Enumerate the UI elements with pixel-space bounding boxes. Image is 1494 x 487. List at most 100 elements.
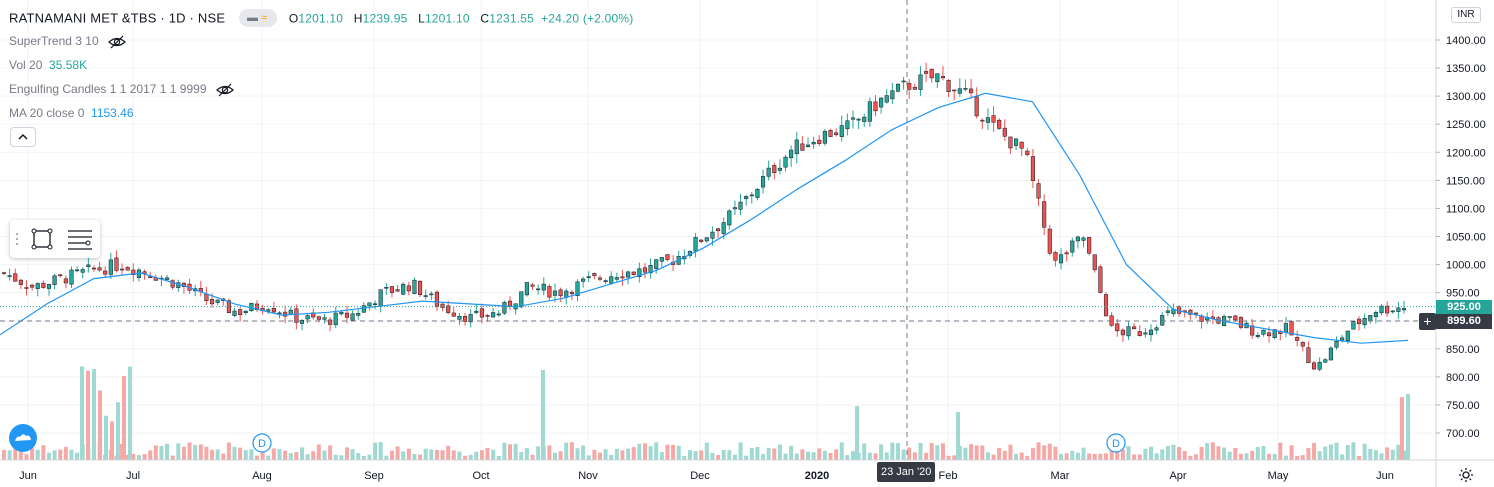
volume-bar	[744, 455, 749, 460]
candle-body	[103, 270, 108, 275]
volume-bar	[159, 445, 164, 460]
candle-body	[699, 239, 704, 242]
volume-bar	[1092, 453, 1097, 460]
time-tick-label: Aug	[252, 470, 272, 482]
volume-bar	[1233, 447, 1238, 460]
volume-bar	[901, 449, 906, 460]
volume-bar	[52, 450, 57, 460]
indicator-volume[interactable]: Vol 20 35.58K	[9, 58, 88, 72]
candle-body	[429, 293, 434, 296]
eye-off-icon[interactable]	[108, 35, 126, 49]
price-tick-label: 800.00	[1446, 372, 1480, 384]
volume-bar	[479, 450, 484, 460]
candle-body	[744, 196, 749, 200]
volume-bar	[1081, 447, 1086, 460]
volume-bar	[451, 450, 456, 460]
price-tick-label: 1300.00	[1446, 91, 1486, 103]
add-alert-button[interactable]: +	[1419, 313, 1436, 330]
volume-bar	[1154, 453, 1159, 460]
time-tick-label: Apr	[1169, 470, 1186, 482]
dividend-marker[interactable]: D	[252, 433, 272, 453]
candle-body	[496, 313, 501, 316]
plus-icon: +	[1423, 313, 1432, 329]
volume-bar	[344, 447, 349, 460]
lines-tool-icon[interactable]	[66, 227, 94, 251]
candle-body	[912, 86, 917, 90]
volume-bar	[940, 443, 945, 460]
candle-body	[378, 289, 383, 307]
volume-bar	[569, 442, 574, 460]
time-tick-label: Feb	[939, 470, 958, 482]
volume-bar	[727, 450, 732, 460]
rectangle-tool-icon[interactable]	[30, 227, 54, 251]
volume-bar	[822, 450, 827, 460]
volume-bar	[294, 452, 299, 460]
volume-bar	[1205, 443, 1210, 460]
settings-gear-icon[interactable]	[1458, 467, 1474, 483]
volume-bar	[46, 452, 51, 460]
candle-body	[474, 310, 479, 313]
candle-body	[328, 319, 333, 325]
volume-bar	[519, 451, 524, 460]
indicator-supertrend[interactable]: SuperTrend 3 10	[9, 34, 126, 49]
volume-bar	[1160, 449, 1165, 460]
volume-bar	[1182, 451, 1187, 460]
candle-body	[18, 279, 23, 285]
candle-body	[333, 312, 338, 326]
volume-bar	[597, 452, 602, 460]
candle-body	[344, 312, 350, 318]
volume-bar	[1019, 452, 1024, 460]
volume-bar	[69, 449, 74, 460]
collapse-legend-button[interactable]	[10, 127, 36, 147]
volume-bar	[1396, 444, 1401, 460]
volume-bar	[564, 442, 569, 460]
price-tick-label: 1200.00	[1446, 147, 1486, 159]
dividend-marker[interactable]: D	[1106, 433, 1126, 453]
indicator-ma[interactable]: MA 20 close 0 1153.46	[9, 106, 134, 120]
volume-bar	[18, 449, 23, 460]
currency-button[interactable]: INR	[1451, 7, 1481, 23]
volume-bar	[907, 447, 912, 460]
candle-body	[895, 83, 901, 92]
volume-bar	[1177, 447, 1182, 460]
candle-body	[850, 117, 856, 120]
tradingview-logo-icon[interactable]	[8, 423, 38, 453]
time-tick-label: Mar	[1051, 470, 1070, 482]
candle-body	[1092, 254, 1097, 271]
volume-bar	[1064, 453, 1069, 460]
volume-bar	[1098, 453, 1103, 460]
candle-body	[901, 80, 906, 83]
volume-bar	[1334, 442, 1339, 460]
drag-handle-icon[interactable]	[14, 231, 20, 247]
eye-off-icon[interactable]	[215, 83, 234, 97]
volume-bar	[367, 454, 372, 460]
volume-bar	[7, 450, 12, 460]
volume-bar	[339, 455, 344, 460]
symbol-title[interactable]: RATNAMANI MET &TBS · 1D · NSE	[9, 10, 226, 26]
candle-body	[817, 139, 822, 144]
chevron-up-icon	[18, 133, 28, 140]
candle-body	[1227, 316, 1232, 318]
volume-bar	[508, 444, 513, 460]
volume-bar	[873, 453, 878, 460]
series-pill[interactable]: ▬ ≈	[239, 9, 278, 27]
candle-body	[52, 275, 57, 285]
volume-bar	[401, 451, 406, 460]
volume-bar	[181, 446, 186, 460]
volume-bar	[30, 448, 35, 460]
indicator-engulfing[interactable]: Engulfing Candles 1 1 2017 1 1 9999	[9, 82, 234, 97]
volume-bar	[474, 451, 479, 460]
candle-body	[1098, 266, 1103, 293]
volume-bar	[761, 454, 766, 460]
candle-body	[985, 117, 990, 123]
volume-bar	[1137, 454, 1142, 460]
candle-body	[1345, 330, 1350, 341]
candle-body	[1373, 312, 1378, 318]
candle-body	[704, 237, 709, 242]
candle-body	[586, 276, 591, 278]
volume-bar	[1126, 446, 1131, 460]
crosshair-date-tag: 23 Jan '20	[877, 462, 936, 482]
candle-body	[918, 74, 923, 90]
